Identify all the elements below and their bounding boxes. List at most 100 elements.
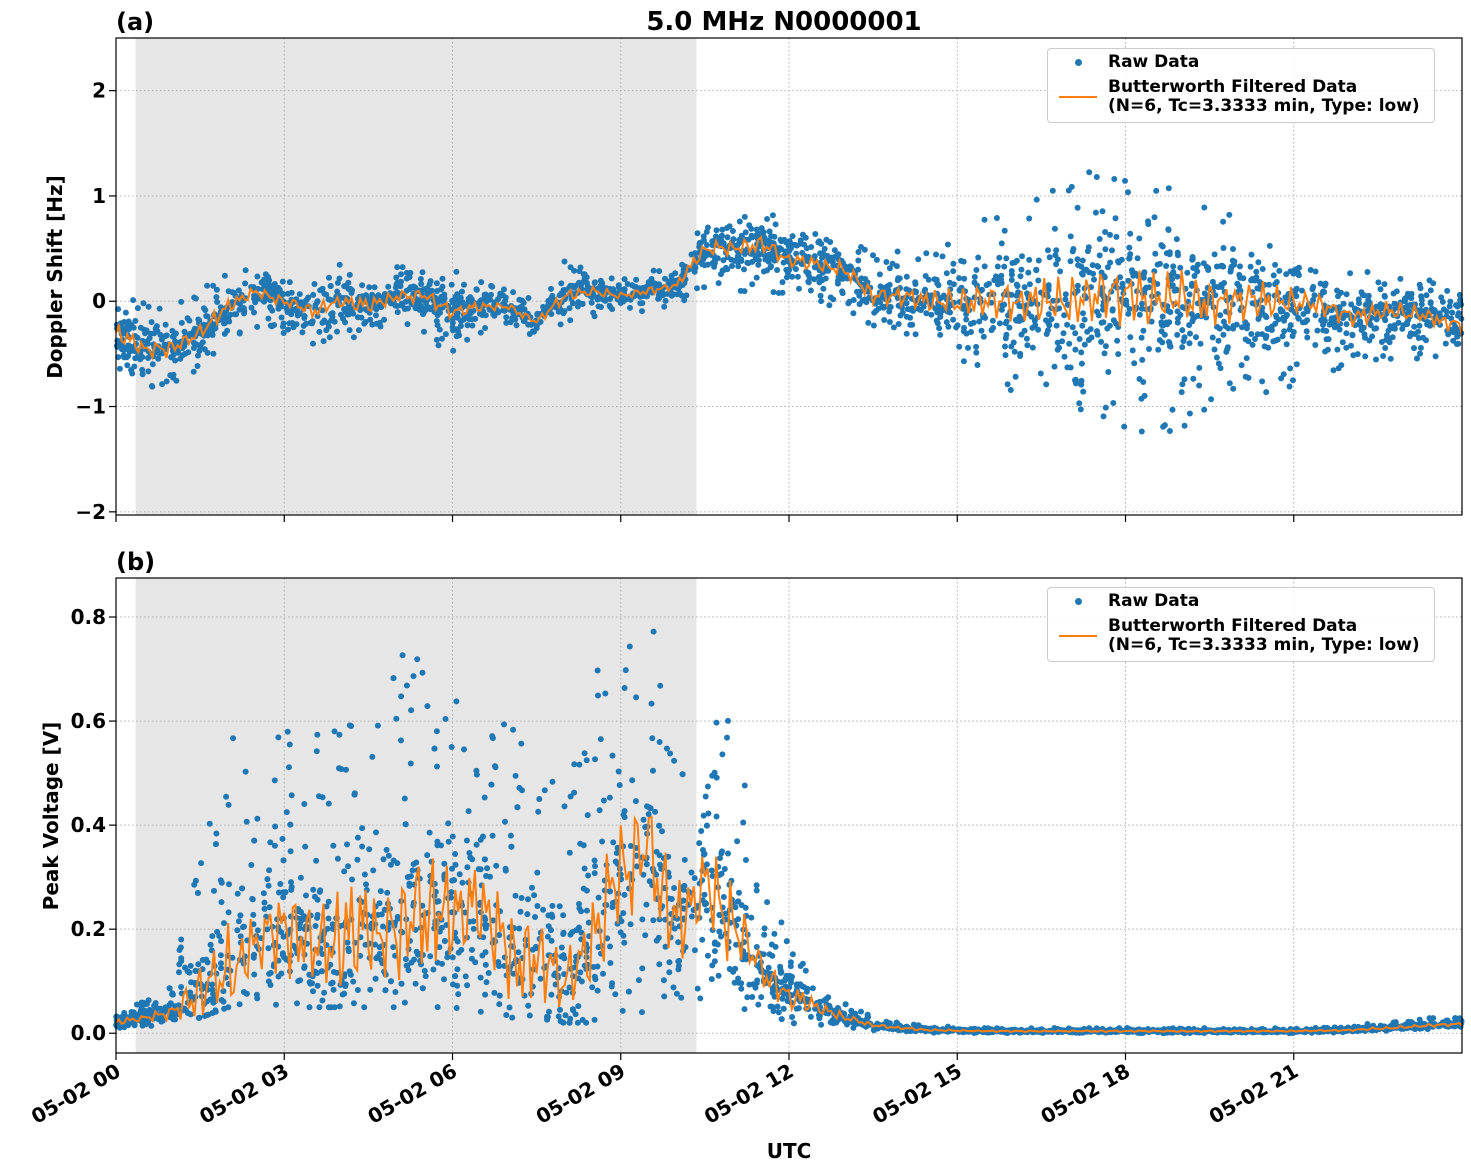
raw-data-point — [683, 292, 690, 299]
raw-data-point — [1259, 266, 1266, 272]
raw-data-point — [1220, 245, 1227, 251]
raw-data-point — [583, 907, 590, 914]
y-axis-label-b: Peak Voltage [V] — [39, 722, 63, 911]
raw-data-point — [1109, 247, 1115, 254]
raw-data-point — [1227, 266, 1234, 273]
raw-data-point — [715, 972, 722, 979]
raw-data-point — [700, 233, 707, 240]
raw-data-point — [449, 865, 455, 872]
raw-data-point — [221, 920, 227, 927]
raw-data-point — [694, 230, 701, 237]
raw-data-point — [1054, 256, 1061, 263]
raw-data-point — [818, 1021, 825, 1028]
raw-data-point — [1310, 283, 1317, 290]
raw-data-point — [248, 862, 255, 868]
raw-data-point — [1012, 373, 1019, 380]
raw-data-point — [1186, 410, 1193, 417]
raw-data-point — [679, 884, 686, 891]
raw-data-point — [724, 225, 730, 231]
raw-data-point — [632, 798, 639, 805]
raw-data-point — [688, 869, 695, 876]
raw-data-point — [468, 955, 475, 962]
raw-data-point — [218, 938, 225, 945]
raw-data-point — [250, 284, 257, 291]
raw-data-point — [184, 968, 191, 975]
raw-data-point — [880, 304, 887, 311]
raw-data-point — [502, 818, 508, 825]
raw-data-point — [975, 254, 982, 261]
raw-data-point — [417, 276, 424, 282]
raw-data-point — [803, 268, 810, 275]
raw-data-point — [1428, 306, 1435, 313]
raw-data-point — [1174, 273, 1181, 280]
raw-data-point — [144, 338, 151, 345]
raw-data-point — [1074, 282, 1081, 289]
raw-data-point — [802, 967, 809, 974]
raw-data-point — [704, 952, 711, 959]
raw-data-point — [275, 734, 282, 741]
raw-data-point — [928, 311, 935, 318]
raw-data-point — [820, 285, 827, 292]
raw-data-point — [1012, 259, 1018, 266]
raw-data-point — [243, 818, 250, 825]
raw-data-point — [1383, 336, 1390, 343]
raw-data-point — [399, 264, 406, 271]
raw-data-point — [408, 959, 415, 966]
raw-data-point — [598, 304, 604, 310]
raw-data-point — [1029, 344, 1036, 351]
raw-data-point — [387, 861, 394, 868]
raw-data-point — [575, 1003, 582, 1010]
raw-data-point — [526, 1012, 533, 1019]
raw-data-point — [614, 920, 621, 927]
raw-data-point — [774, 267, 781, 273]
raw-data-point — [577, 840, 584, 847]
y-tick-label: 0.4 — [71, 813, 106, 837]
raw-data-point — [236, 330, 243, 337]
raw-data-point — [771, 233, 778, 240]
raw-data-point — [392, 989, 399, 995]
raw-data-point — [1169, 406, 1176, 413]
raw-data-point — [1390, 290, 1397, 297]
raw-data-point — [185, 349, 192, 356]
raw-data-point — [444, 954, 451, 961]
raw-data-point — [186, 331, 193, 338]
raw-data-point — [528, 321, 535, 328]
raw-data-point — [576, 279, 582, 286]
raw-data-point — [482, 961, 489, 968]
raw-data-point — [612, 991, 619, 998]
raw-data-point — [374, 722, 381, 729]
raw-data-point — [823, 236, 830, 243]
raw-data-point — [1045, 319, 1052, 326]
raw-data-point — [1450, 337, 1457, 344]
raw-data-point — [1449, 309, 1456, 316]
raw-data-point — [560, 912, 567, 919]
raw-data-point — [963, 330, 970, 337]
raw-data-point — [325, 915, 332, 922]
raw-data-point — [688, 913, 695, 920]
raw-data-point — [1072, 376, 1079, 383]
raw-data-point — [473, 286, 480, 293]
raw-data-point — [453, 698, 460, 705]
raw-data-point — [1406, 333, 1413, 340]
raw-data-point — [1049, 187, 1056, 194]
raw-data-point — [450, 981, 456, 988]
raw-data-point — [478, 279, 485, 286]
raw-data-point — [286, 741, 293, 748]
raw-data-point — [1362, 353, 1369, 360]
raw-data-point — [1160, 423, 1167, 430]
raw-data-point — [1272, 320, 1279, 327]
raw-data-point — [376, 319, 383, 326]
raw-data-point — [960, 358, 967, 365]
raw-data-point — [1013, 317, 1020, 324]
raw-data-point — [1035, 277, 1042, 284]
raw-data-point — [1080, 388, 1087, 395]
raw-data-point — [531, 892, 538, 899]
raw-data-point — [1237, 263, 1243, 270]
raw-data-point — [1343, 321, 1350, 328]
raw-data-point — [220, 988, 227, 995]
raw-data-point — [1256, 279, 1263, 285]
raw-data-point — [591, 870, 598, 877]
raw-data-point — [1411, 331, 1418, 337]
raw-data-point — [998, 306, 1005, 313]
